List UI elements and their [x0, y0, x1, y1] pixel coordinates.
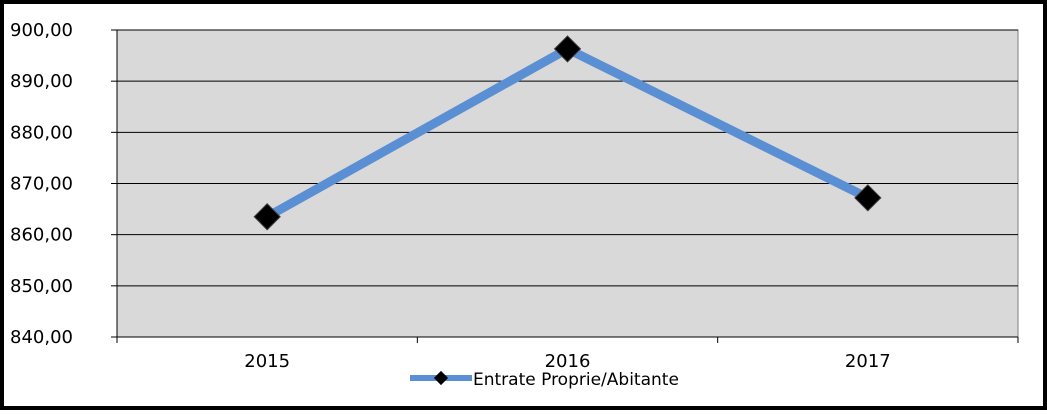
y-tick-label: 880,00: [10, 122, 73, 143]
data-point-marker: [553, 35, 582, 63]
x-tick-label: 2016: [545, 351, 591, 372]
legend: Entrate Proprie/Abitante: [410, 370, 679, 390]
x-tick-label: 2015: [244, 351, 290, 372]
y-tick-label: 900,00: [10, 20, 73, 41]
data-point-marker: [854, 184, 882, 212]
data-point-marker: [253, 203, 281, 231]
series-group: [253, 35, 882, 231]
y-tick-label: 890,00: [10, 71, 73, 92]
y-tick-label: 860,00: [10, 225, 73, 246]
x-axis-tick-labels: 2015 2016 2017: [244, 351, 890, 372]
legend-diamond-marker: [433, 370, 449, 386]
y-axis-tick-labels: 900,00 890,00 880,00 870,00 860,00 850,00 840,…: [10, 20, 73, 348]
y-tick-label: 840,00: [10, 327, 73, 348]
axes: [111, 29, 1019, 343]
y-tick-label: 850,00: [10, 276, 73, 297]
x-tick-label: 2017: [845, 351, 891, 372]
y-tick-label: 870,00: [10, 174, 73, 195]
legend-label: Entrate Proprie/Abitante: [473, 370, 679, 390]
